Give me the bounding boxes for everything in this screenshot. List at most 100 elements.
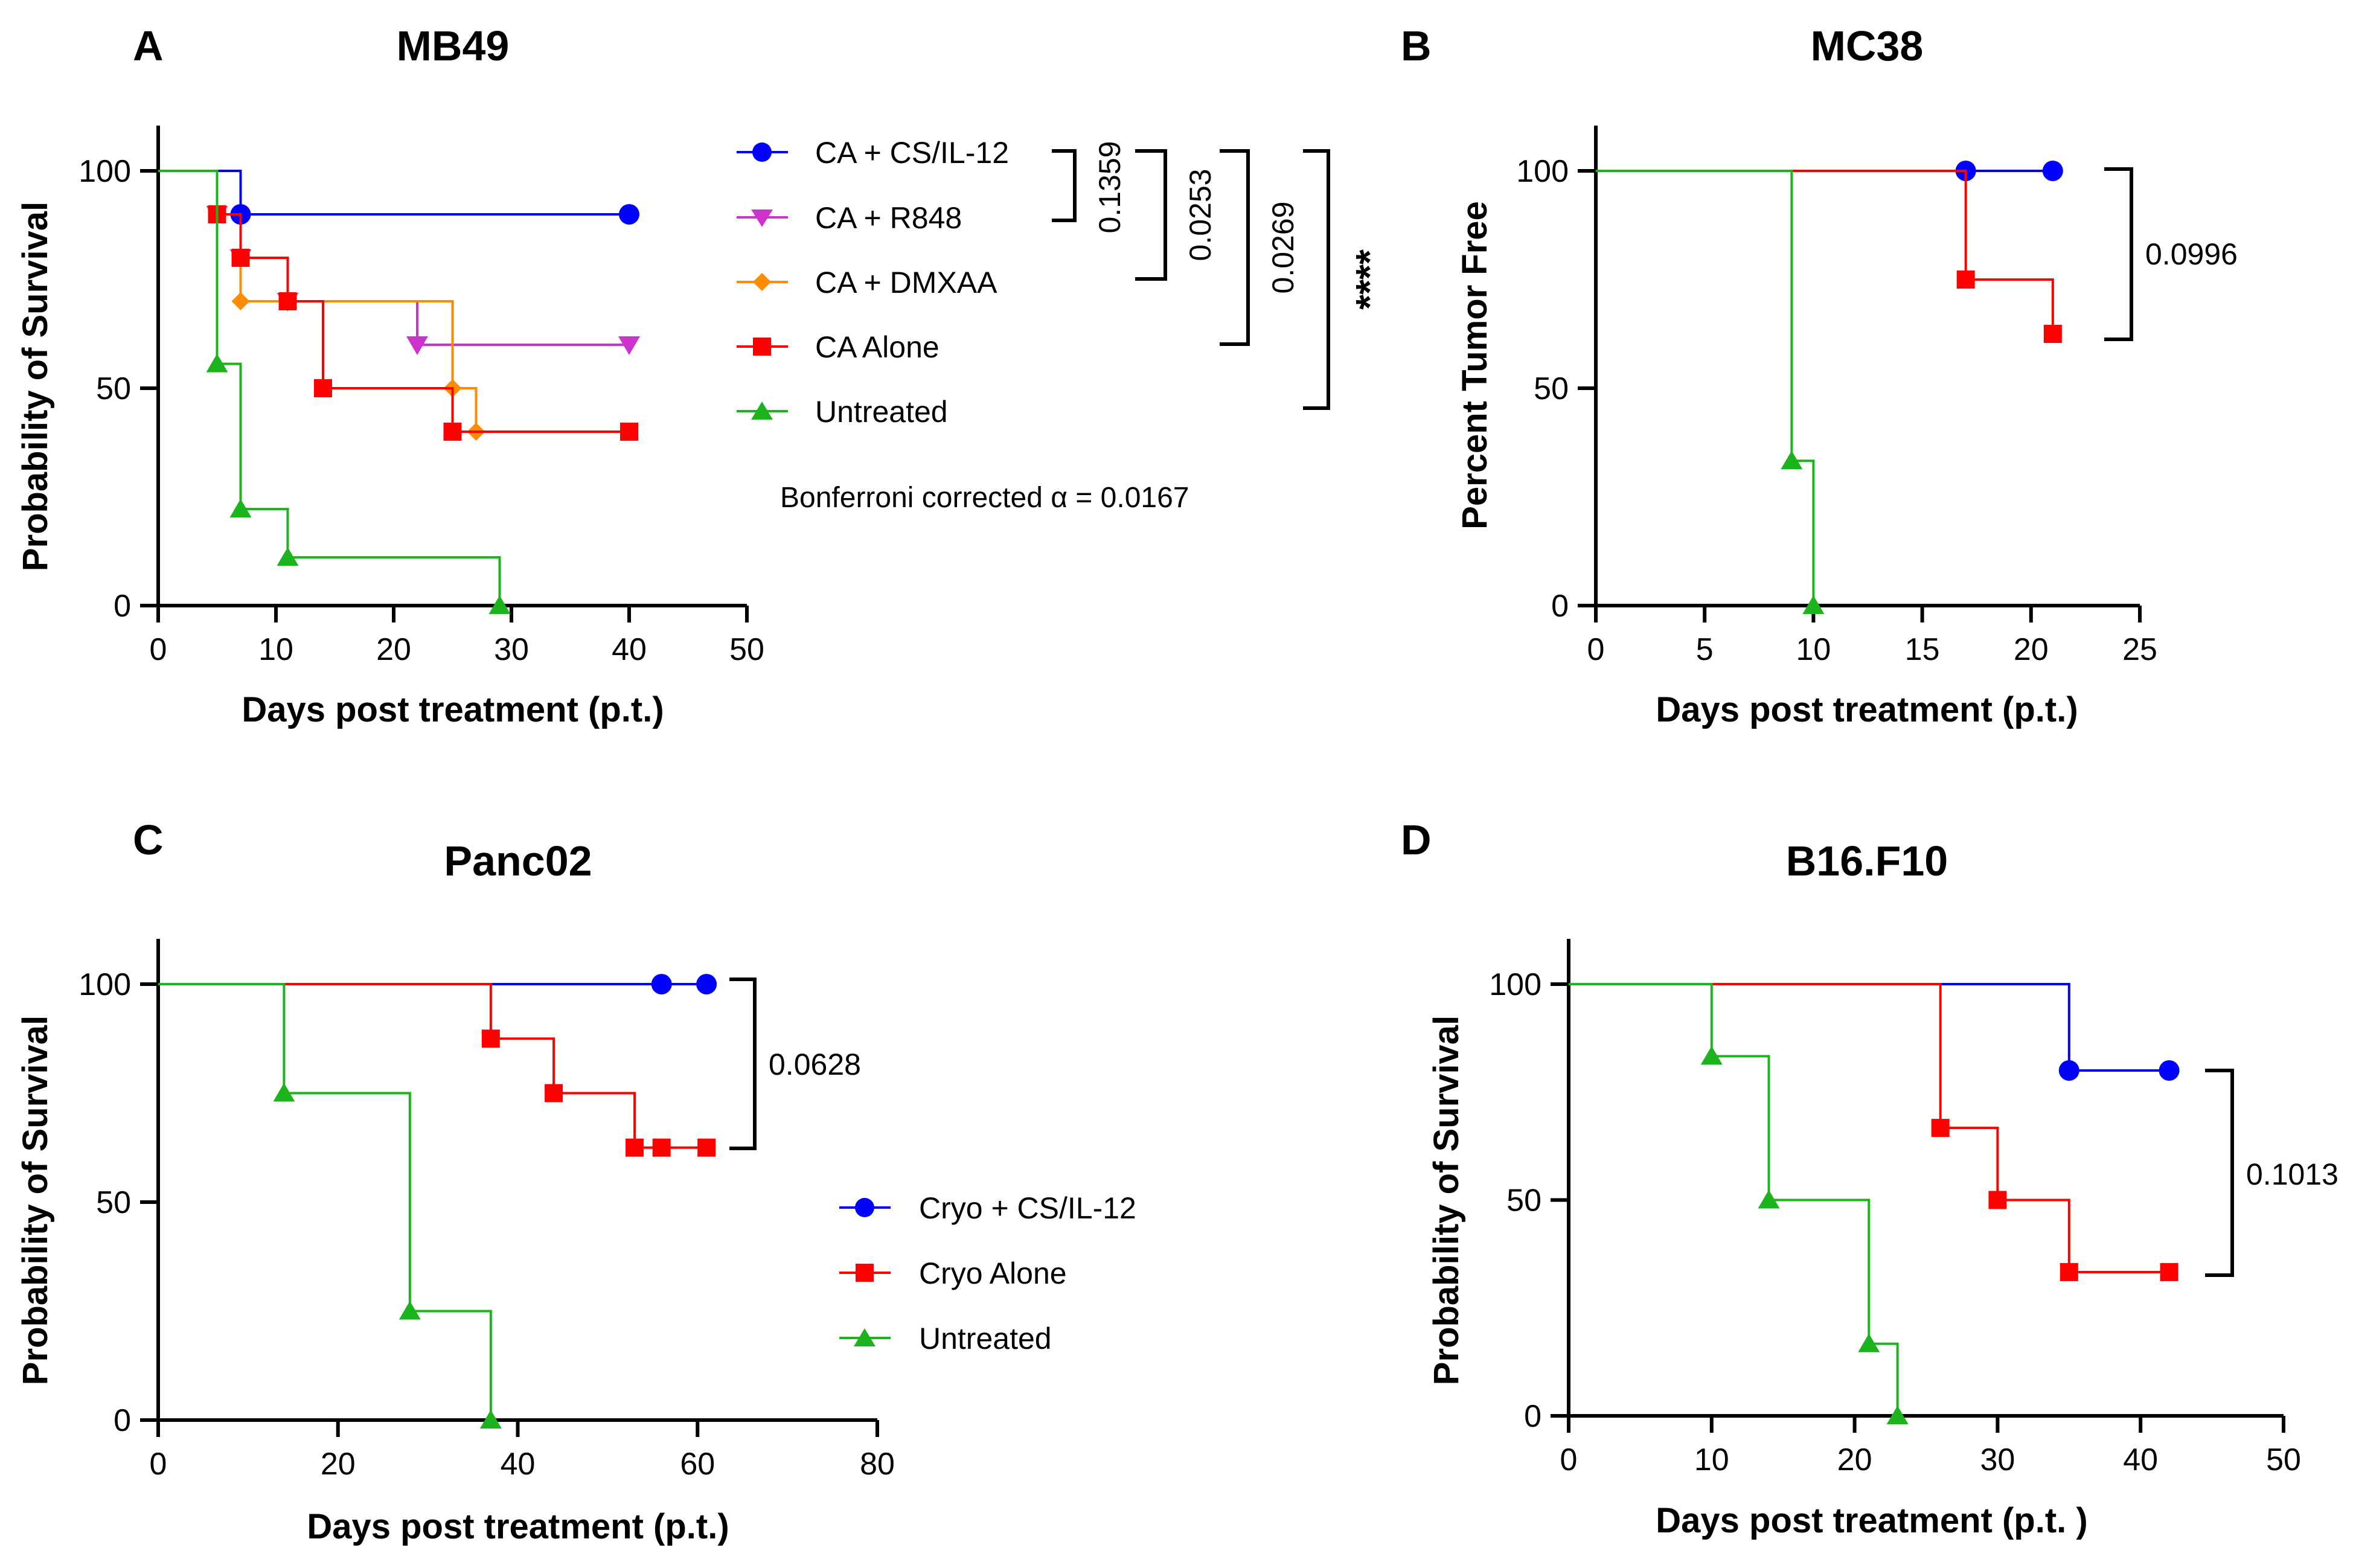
y-axis-label-d: Probability of Survival: [1427, 1016, 1466, 1385]
legend-marker-circle: [752, 142, 772, 162]
survival-step-line: [158, 983, 492, 1420]
x-tick-label: 15: [1905, 632, 1940, 667]
legend-marker-square: [856, 1264, 874, 1282]
data-point-triangle-up: [206, 353, 228, 373]
data-point-triangle-up: [1802, 595, 1825, 614]
legend-marker-triangle-up: [854, 1328, 875, 1346]
legend-marker-triangle-up: [751, 402, 773, 420]
data-point-square: [1988, 1191, 2007, 1209]
bracket-4: [1303, 149, 1330, 410]
p-value-label: 0.1013: [2246, 1157, 2338, 1191]
panel-title-b: MC38: [1811, 22, 1924, 69]
y-tick-label: 0: [114, 1403, 131, 1438]
survival-step-line: [1569, 983, 1899, 1416]
x-tick-label: 50: [2266, 1442, 2301, 1477]
bracket-3: [1220, 149, 1250, 346]
data-point-circle: [696, 974, 717, 994]
data-point-square: [1956, 270, 1975, 289]
x-tick-label: 0: [150, 632, 167, 667]
data-point-triangle-up: [1858, 1333, 1880, 1352]
panel-letter-d: D: [1401, 816, 1432, 863]
panel-d-plot: 0 10 20 30 40 50 0 50 100: [1489, 939, 2301, 1477]
data-point-square: [697, 1138, 716, 1157]
data-point-square: [545, 1084, 563, 1102]
legend-label: Untreated: [919, 1322, 1052, 1355]
significance-brackets-c: 0.0628: [729, 978, 861, 1150]
legend-marker-diamond: [753, 273, 771, 291]
x-tick-label: 60: [680, 1447, 715, 1482]
y-tick-label: 100: [78, 967, 131, 1002]
panel-letter-c: C: [133, 816, 164, 863]
y-axis-label-c: Probability of Survival: [16, 1016, 55, 1385]
series-ca-alone: [158, 170, 638, 441]
panel-title-d: B16.F10: [1786, 837, 1948, 885]
survival-step-line: [158, 170, 629, 433]
legend-label: Cryo Alone: [919, 1256, 1067, 1290]
p-value-label: 0.0628: [769, 1048, 861, 1081]
panel-letter-a: A: [133, 22, 164, 69]
bonferroni-note: Bonferroni corrected α = 0.0167: [780, 482, 1189, 514]
x-axis-label-c: Days post treatment (p.t.): [307, 1507, 729, 1546]
data-point-square: [2160, 1262, 2178, 1281]
legend-label: CA + R848: [815, 201, 962, 235]
x-tick-label: 50: [729, 632, 764, 667]
legend-label: Cryo + CS/IL-12: [919, 1191, 1136, 1225]
survival-step-line: [1596, 170, 1815, 606]
data-point-square: [278, 292, 297, 310]
bracket-1: [2205, 1069, 2234, 1277]
data-point-triangle-up: [1781, 450, 1803, 470]
survival-step-line: [158, 170, 629, 216]
x-axis-label-d: Days post treatment (p.t. ): [1656, 1501, 2087, 1540]
y-tick-label: 0: [1524, 1399, 1541, 1434]
y-tick-label: 50: [96, 371, 131, 406]
p-value-label: 0.0996: [2145, 237, 2238, 271]
legend-item-untreated: Untreated: [839, 1322, 1052, 1355]
data-point-square: [231, 249, 250, 267]
x-tick-label: 30: [494, 632, 529, 667]
legend-a: CA + CS/IL-12 CA + R848 CA + DMXAA CA Al…: [737, 136, 1009, 429]
data-point-triangle-down: [406, 336, 428, 355]
survival-step-line: [158, 983, 707, 1149]
legend-item-ca-dmxaa: CA + DMXAA: [737, 266, 997, 299]
data-point-circle: [2159, 1060, 2180, 1081]
bracket-1: [2104, 167, 2133, 341]
x-tick-label: 40: [501, 1447, 536, 1482]
x-tick-label: 20: [1837, 1442, 1872, 1477]
data-point-triangle-up: [479, 1410, 502, 1429]
legend-marker-square: [753, 338, 771, 356]
data-point-square: [2060, 1262, 2078, 1281]
series-untreated: [158, 983, 502, 1429]
x-tick-label: 25: [2122, 632, 2157, 667]
x-axis-label-b: Days post treatment (p.t.): [1656, 690, 2078, 729]
legend-item-cryo-alone: Cryo Alone: [839, 1256, 1067, 1290]
significance-brackets-b: 0.0996: [2104, 167, 2238, 341]
panel-a: A MB49 0 10 20 30 40 50 0 50 100 Days post treat…: [16, 22, 1391, 729]
panel-d: D B16.F10 0 10 20 30 40 50 0 50 100 Days post tr…: [1401, 816, 2338, 1540]
data-point-square: [2043, 325, 2062, 343]
y-tick-label: 100: [78, 154, 131, 189]
legend-item-cryo-csil12: Cryo + CS/IL-12: [839, 1191, 1136, 1225]
x-tick-label: 40: [612, 632, 647, 667]
data-point-triangle-up: [277, 547, 299, 566]
significance-brackets-d: 0.1013: [2205, 1069, 2338, 1277]
x-tick-label: 5: [1696, 632, 1714, 667]
y-tick-label: 0: [114, 589, 131, 624]
y-axis-label-b: Percent Tumor Free: [1455, 201, 1494, 530]
legend-item-ca-alone: CA Alone: [737, 330, 940, 364]
panel-letter-b: B: [1401, 22, 1432, 69]
data-point-square: [626, 1138, 644, 1157]
x-tick-label: 80: [860, 1447, 895, 1482]
data-point-square: [652, 1138, 671, 1157]
y-tick-label: 50: [96, 1185, 131, 1220]
data-point-square: [443, 423, 462, 441]
data-point-circle: [2042, 161, 2063, 181]
series-untreated: [1596, 170, 1825, 614]
series-cryo-cs-il-12: [1569, 983, 2180, 1081]
panel-b: B MC38 0 5 10 15 20 25 0 50 100 Days post treatm…: [1401, 22, 2238, 729]
legend-label: Untreated: [815, 395, 948, 429]
data-point-circle: [2058, 1060, 2079, 1081]
survival-step-line: [158, 170, 629, 346]
panel-a-plot: 0 10 20 30 40 50 0 50 100: [78, 126, 764, 667]
x-tick-label: 10: [1694, 1442, 1729, 1477]
bracket-2: [1135, 149, 1167, 281]
